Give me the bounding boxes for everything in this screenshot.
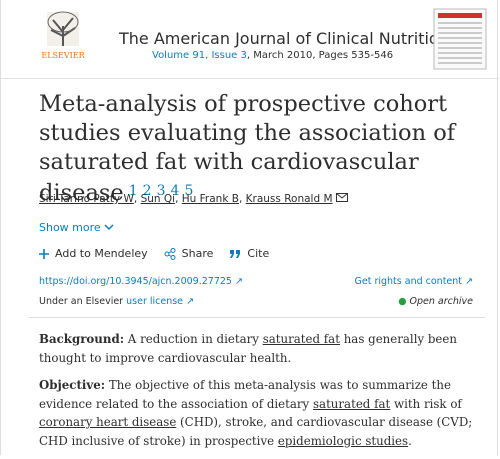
text: with risk of (390, 396, 462, 411)
text: . (408, 433, 412, 448)
reference[interactable]: 1 (128, 183, 138, 199)
abstract-section: Objective: The objective of this meta-an… (39, 376, 485, 450)
doi[interactable]: https://doi.org/10.3945/ajcn.2009.27725 … (39, 276, 243, 287)
plus-icon (39, 248, 49, 259)
journal-cover[interactable] (433, 8, 487, 70)
article-title: Meta-analysis of prospective cohort stud… (39, 90, 479, 208)
divider (29, 317, 485, 318)
rights-link[interactable]: Get rights and content (354, 276, 463, 287)
publisher: ELSEVIER (41, 51, 85, 60)
author[interactable]: Krauss Ronald M (245, 193, 333, 205)
journal-title[interactable]: The American Journal of Clinical Nutriti… (119, 29, 449, 48)
author[interactable]: Hu Frank B (181, 193, 239, 205)
chevron (104, 224, 114, 231)
actions: Add to Mendeley Share Cite (39, 247, 269, 260)
action-label[interactable]: Cite (247, 247, 270, 260)
section-heading: Objective: (39, 378, 106, 392)
author[interactable]: Sun Qi (140, 193, 176, 205)
action-label[interactable]: Add to Mendeley (55, 247, 148, 260)
reference[interactable]: 2 (142, 183, 152, 199)
authors: Siri-Tarino Patty W, Sun Qi, Hu Frank B,… (39, 193, 348, 205)
action[interactable]: Share (164, 247, 214, 260)
text: The objective of this meta-analysis was … (39, 378, 451, 411)
action[interactable]: Add to Mendeley (39, 247, 148, 260)
action-label[interactable]: Share (181, 247, 214, 260)
divider (1, 78, 499, 79)
license-link[interactable]: user license (126, 296, 184, 307)
reference[interactable]: 5 (184, 183, 194, 199)
rights[interactable]: Get rights and content ↗ (354, 276, 474, 287)
issue-details: , March 2010, Pages 535-546 (246, 50, 394, 61)
reference[interactable]: 3 (156, 183, 166, 199)
title-text: Meta-analysis of prospective cohort stud… (39, 91, 456, 206)
doi-link[interactable]: https://doi.org/10.3945/ajcn.2009.27725 (39, 276, 232, 287)
term-link[interactable]: saturated fat (312, 396, 391, 411)
reference[interactable]: 4 (170, 183, 180, 199)
text: (CHD), stroke, and cardiovascular diseas… (39, 415, 473, 448)
term-link[interactable]: saturated fat (262, 332, 340, 346)
abstract-section: Background: A reduction in dietary satur… (39, 330, 485, 367)
issue-line: Volume 91, Issue 3, March 2010, Pages 53… (152, 50, 393, 61)
elsevier-logo[interactable]: ELSEVIER (33, 8, 93, 68)
license: Under an Elsevier user license ↗ (39, 296, 195, 307)
text: A reduction in dietary (124, 332, 263, 346)
abstract: Background: A reduction in dietary satur… (39, 330, 485, 459)
show-more[interactable]: Show more (39, 221, 114, 234)
issue-link[interactable]: Volume 91, Issue 3 (152, 50, 247, 61)
access-text: Open archive (409, 296, 473, 307)
section-heading: Background: (39, 332, 125, 346)
term-link[interactable]: coronary heart disease (39, 415, 177, 429)
action[interactable]: Cite (229, 247, 269, 260)
email-icon[interactable] (335, 193, 348, 202)
show-more-text[interactable]: Show more (39, 221, 101, 234)
author[interactable]: Siri-Tarino Patty W (39, 193, 134, 205)
text: has generally been thought to improve ca… (39, 332, 457, 365)
share-icon (164, 247, 176, 260)
term-link[interactable]: epidemiologic studies (277, 433, 409, 448)
access: ● Open archive (398, 296, 473, 307)
cite-icon (230, 249, 241, 258)
license-prefix: Under an Elsevier (39, 296, 124, 307)
